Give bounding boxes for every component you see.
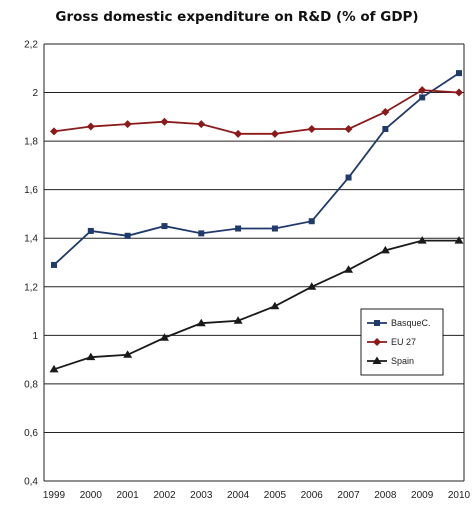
- y-tick-label: 0,4: [24, 477, 38, 488]
- x-tick-label: 2001: [117, 490, 140, 501]
- legend-marker: [372, 356, 382, 364]
- y-tick-label: 2: [32, 88, 38, 99]
- legend-label: BasqueC.: [391, 318, 431, 328]
- data-point-eu-27: [418, 86, 427, 95]
- x-tick-label: 2004: [227, 490, 250, 501]
- series-eu-27: [50, 86, 463, 138]
- data-point-spain: [233, 316, 243, 324]
- data-point-spain: [123, 350, 133, 358]
- data-point-spain: [196, 318, 206, 327]
- data-point-spain: [344, 265, 354, 273]
- y-tick-label: 2,2: [24, 40, 38, 51]
- gridlines: [43, 43, 465, 482]
- series-spain: [49, 236, 464, 373]
- data-point-basquec: [382, 125, 389, 132]
- data-point-spain: [307, 282, 317, 290]
- data-point-spain: [380, 245, 390, 254]
- legend-marker: [374, 320, 380, 326]
- x-tick-label: 1999: [43, 490, 66, 501]
- data-point-basquec: [124, 232, 131, 239]
- data-point-eu-27: [160, 117, 169, 126]
- series-line-basquec: [53, 72, 460, 266]
- series-line-spain: [53, 239, 459, 371]
- data-point-basquec: [419, 94, 426, 101]
- data-point-eu-27: [123, 120, 132, 129]
- y-tick-label: 1,8: [24, 137, 38, 148]
- y-tick-label: 1,2: [24, 282, 38, 293]
- x-tick-label: 2002: [153, 490, 176, 501]
- data-point-basquec: [51, 261, 57, 268]
- data-point-basquec: [87, 227, 94, 234]
- x-tick-label: 2006: [301, 490, 324, 501]
- x-tick-label: 2007: [337, 490, 360, 501]
- data-point-spain: [454, 236, 464, 244]
- legend-item-eu-27: EU 27: [367, 337, 416, 347]
- y-axis-ticks: 0,4 0,6 0,8 1 1,2 1,4 1,6 1,8 2 2,2: [24, 40, 38, 488]
- data-point-basquec: [308, 218, 315, 225]
- x-tick-label: 2009: [411, 490, 434, 501]
- series-line-eu-27: [53, 89, 460, 135]
- data-point-basquec: [198, 230, 205, 237]
- data-point-eu-27: [234, 129, 243, 138]
- legend-marker: [373, 338, 381, 346]
- data-point-basquec: [271, 225, 278, 232]
- x-tick-label: 2005: [264, 490, 287, 501]
- x-tick-label: 2008: [374, 490, 397, 501]
- legend-label: Spain: [391, 356, 414, 366]
- data-point-spain: [86, 352, 96, 361]
- data-point-eu-27: [86, 122, 95, 131]
- data-point-spain: [417, 236, 427, 244]
- data-point-basquec: [235, 225, 242, 232]
- data-point-spain: [159, 333, 169, 341]
- legend-item-spain: Spain: [367, 356, 414, 366]
- x-tick-label: 2003: [190, 490, 213, 501]
- y-tick-label: 0,8: [24, 379, 38, 390]
- chart-title: Gross domestic expenditure on R&D (% of …: [55, 9, 418, 25]
- data-point-eu-27: [344, 124, 353, 133]
- x-tick-label: 2010: [448, 490, 471, 501]
- series-basquec: [51, 70, 462, 268]
- legend: BasqueC. EU 27 Spain: [360, 308, 444, 376]
- data-point-basquec: [456, 70, 462, 77]
- x-axis-ticks: 1999 2000 2001 2002 2003 2004 2005 2006 2007 2008…: [43, 490, 471, 501]
- data-point-eu-27: [50, 127, 58, 136]
- data-point-eu-27: [307, 124, 316, 133]
- y-tick-label: 1: [32, 331, 38, 342]
- y-tick-label: 1,6: [24, 185, 38, 196]
- data-point-eu-27: [197, 120, 206, 129]
- data-point-spain: [49, 364, 59, 373]
- data-point-basquec: [161, 223, 168, 230]
- data-point-eu-27: [455, 88, 463, 97]
- data-point-basquec: [345, 174, 352, 181]
- data-point-spain: [270, 301, 280, 310]
- x-tick-label: 2000: [80, 490, 103, 501]
- data-point-eu-27: [381, 107, 390, 116]
- series-lines: [49, 70, 464, 373]
- legend-label: EU 27: [391, 337, 416, 347]
- legend-item-basquec: BasqueC.: [367, 318, 431, 328]
- y-tick-label: 1,4: [24, 234, 38, 245]
- data-point-eu-27: [270, 129, 279, 138]
- y-tick-label: 0,6: [24, 428, 38, 439]
